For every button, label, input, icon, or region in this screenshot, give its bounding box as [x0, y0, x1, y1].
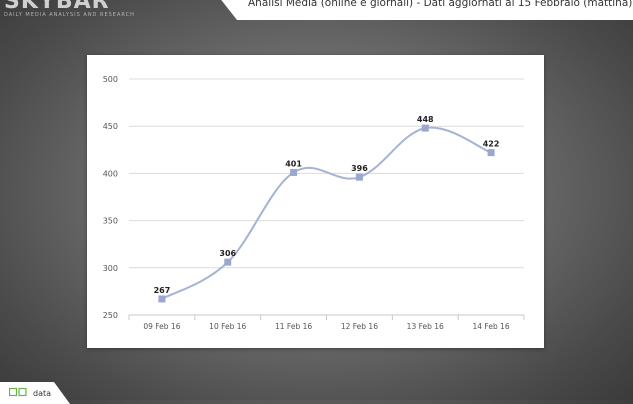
page-title: Analisi Media (online e giornali) - Dati… — [248, 0, 633, 9]
data-label: 267 — [154, 286, 171, 295]
line-chart: 250 300 350 400 450 500 09 Feb 16 10 Feb 16 11 F… — [103, 75, 525, 331]
series-line — [161, 126, 492, 300]
footer-label: data — [33, 389, 52, 398]
y-tick-label: 350 — [103, 217, 118, 226]
x-tick-label: 10 Feb 16 — [209, 322, 246, 331]
data-label: 401 — [285, 159, 302, 168]
data-brand-icon — [9, 387, 27, 397]
chart-card: 250 300 350 400 450 500 09 Feb 16 10 Feb 16 11 F… — [87, 55, 544, 348]
x-tick-label: 12 Feb 16 — [341, 322, 378, 331]
footer-tab — [0, 382, 70, 404]
data-point-marker — [487, 149, 495, 157]
data-label: 448 — [417, 115, 434, 124]
data-point-marker — [421, 124, 429, 132]
data-point-marker — [224, 258, 232, 266]
brand-logo: SKYBAR DAILY MEDIA ANALYSIS AND RESEARCH — [4, 0, 182, 18]
data-point-marker — [158, 295, 166, 303]
x-tick-label: 13 Feb 16 — [407, 322, 444, 331]
data-label: 422 — [483, 140, 500, 149]
header-banner — [215, 0, 633, 20]
x-tick-label: 11 Feb 16 — [275, 322, 312, 331]
x-tick-label: 09 Feb 16 — [143, 322, 180, 331]
x-tick-label: 14 Feb 16 — [473, 322, 510, 331]
data-label: 306 — [219, 249, 236, 258]
y-tick-label: 500 — [103, 75, 118, 84]
y-tick-label: 450 — [103, 122, 118, 131]
data-point-marker — [355, 173, 363, 181]
y-tick-label: 400 — [103, 169, 118, 178]
brand-logo-text: SKYBAR — [4, 0, 110, 14]
y-tick-label: 250 — [103, 311, 118, 320]
y-tick-label: 300 — [103, 264, 118, 273]
data-point-marker — [290, 168, 298, 176]
brand-tagline: DAILY MEDIA ANALYSIS AND RESEARCH — [4, 12, 135, 18]
data-label: 396 — [351, 164, 368, 173]
